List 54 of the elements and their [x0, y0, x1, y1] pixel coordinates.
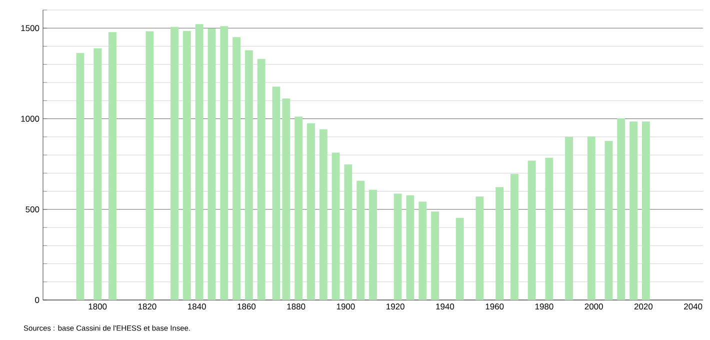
bar — [356, 180, 365, 300]
y-tick-label: 0 — [35, 297, 40, 303]
bar — [257, 58, 266, 300]
bar — [406, 195, 414, 300]
bar — [294, 116, 303, 300]
x-tick-label: 1940 — [436, 304, 454, 310]
bar — [282, 98, 290, 300]
bar — [195, 24, 204, 300]
bar — [272, 86, 280, 300]
bar — [344, 164, 352, 300]
x-tick-label: 1900 — [336, 304, 355, 310]
bar — [332, 152, 340, 300]
bar — [496, 187, 504, 300]
bar — [108, 32, 116, 300]
x-tick-label: 1920 — [386, 304, 404, 310]
bar — [369, 190, 377, 300]
bar — [431, 212, 440, 300]
bar — [307, 123, 315, 300]
bar — [319, 129, 328, 300]
bar — [76, 52, 84, 300]
bar — [232, 37, 241, 300]
bar — [587, 136, 596, 300]
x-tick-label: 1880 — [287, 304, 306, 310]
bar — [617, 118, 626, 300]
bar — [604, 140, 613, 300]
bar — [244, 50, 253, 300]
bar — [510, 174, 518, 300]
bar — [394, 194, 402, 300]
bar — [182, 30, 191, 300]
bar — [476, 196, 484, 300]
bar — [208, 28, 216, 300]
y-tick-label: 500 — [26, 206, 40, 212]
x-tick-label: 1980 — [535, 304, 554, 310]
bar — [170, 26, 178, 300]
bar — [146, 31, 154, 300]
bar — [630, 121, 638, 300]
bar — [642, 121, 650, 300]
x-tick-label: 1800 — [88, 304, 107, 310]
bar — [545, 158, 554, 300]
bar — [456, 218, 464, 300]
bar — [565, 136, 573, 300]
x-tick-label: 2000 — [584, 304, 603, 310]
bar — [220, 26, 228, 300]
x-tick-label: 1820 — [138, 304, 156, 310]
x-tick-label: 2040 — [684, 304, 702, 310]
y-tick-label: 1500 — [21, 25, 40, 32]
y-tick-label: 1000 — [21, 116, 40, 122]
x-tick-label: 2020 — [634, 304, 653, 310]
x-tick-label: 1960 — [486, 304, 504, 310]
bar — [528, 160, 536, 300]
x-tick-label: 1840 — [188, 304, 206, 310]
bar — [418, 202, 427, 300]
x-tick-label: 1860 — [238, 304, 256, 310]
bar — [94, 48, 102, 300]
